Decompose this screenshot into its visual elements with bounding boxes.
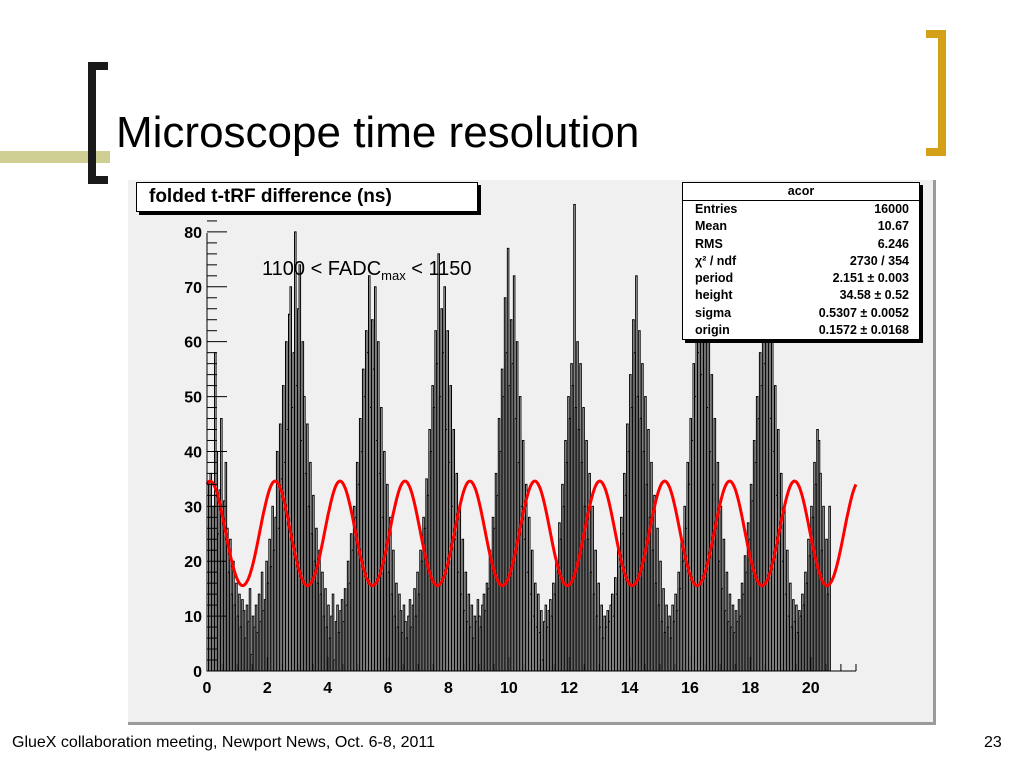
x-tick-label: 14: [621, 680, 639, 697]
stats-value: 10.67: [877, 219, 909, 234]
x-tick-label: 20: [802, 680, 820, 697]
fit-curve: [205, 479, 858, 588]
stats-row: RMS 6.246: [683, 236, 919, 253]
footer-text: GlueX collaboration meeting, Newport New…: [12, 734, 436, 751]
stats-row: Entries 16000: [683, 201, 919, 218]
stats-label: RMS: [695, 236, 723, 251]
chart-title: folded t-tRF difference (ns): [136, 182, 478, 212]
stats-header: acor: [683, 183, 919, 201]
chart-axes: 0 2 4 6 8 10 12 14 16 18 20 0 10 20 30 40 50 60 70 80: [184, 198, 857, 697]
page-number: 23: [984, 734, 1002, 751]
y-tick-label: 10: [184, 609, 202, 626]
annotation-suffix: < 1150: [405, 258, 472, 280]
histogram-bar: [331, 593, 335, 672]
stats-label: χ² / ndf: [695, 253, 737, 268]
annotation-subscript: max: [381, 268, 406, 283]
x-tick-label: 4: [323, 680, 332, 697]
stats-label: Entries: [695, 202, 738, 216]
stats-value: 34.58 ± 0.52: [839, 288, 909, 303]
stats-row: origin 0.1572 ± 0.0168: [683, 322, 919, 339]
x-tick-label: 0: [203, 680, 212, 697]
y-tick-label: 70: [184, 280, 202, 297]
stats-label: sigma: [695, 305, 732, 320]
stats-row: χ² / ndf 2730 / 354: [683, 253, 919, 270]
stats-label: origin: [695, 323, 730, 338]
left-bracket-decoration: [88, 62, 108, 184]
right-bracket-decoration: [926, 30, 946, 156]
stats-value: 0.5307 ± 0.0052: [818, 305, 909, 320]
y-tick-label: 30: [184, 499, 202, 516]
stats-box: acor Entries 16000 Mean 10.67 RMS 6.246 χ² / n…: [682, 182, 920, 340]
histogram-bar: [828, 505, 831, 672]
stats-value: 0.1572 ± 0.0168: [818, 323, 909, 338]
y-tick-label: 50: [184, 390, 202, 407]
stats-label: period: [695, 271, 734, 286]
annotation-prefix: 1100 < FADC: [262, 258, 382, 280]
y-tick-label: 80: [184, 225, 202, 242]
stats-value: 16000: [874, 202, 909, 216]
x-tick-label: 2: [263, 680, 272, 697]
stats-row: sigma 0.5307 ± 0.0052: [683, 305, 919, 322]
x-tick-label: 16: [681, 680, 699, 697]
y-tick-label: 20: [184, 554, 202, 571]
stats-row: Mean 10.67: [683, 218, 919, 235]
y-tick-label: 40: [184, 444, 202, 461]
slide-title: Microscope time resolution: [116, 108, 640, 157]
stats-label: height: [695, 288, 733, 303]
stats-value: 6.246: [877, 236, 909, 251]
stats-label: Mean: [695, 219, 727, 234]
title-accent-bar: [0, 151, 110, 163]
stats-value: 2730 / 354: [849, 253, 909, 268]
stats-rows: Entries 16000 Mean 10.67 RMS 6.246 χ² / ndf 273…: [683, 201, 919, 339]
x-tick-label: 18: [741, 680, 759, 697]
stats-value: 2.151 ± 0.003: [832, 271, 909, 286]
y-tick-label: 0: [193, 664, 202, 681]
x-tick-label: 8: [444, 680, 453, 697]
x-tick-label: 6: [384, 680, 393, 697]
x-tick-label: 12: [560, 680, 578, 697]
stats-row: height 34.58 ± 0.52: [683, 287, 919, 304]
y-tick-label: 60: [184, 335, 202, 352]
x-tick-label: 10: [500, 680, 518, 697]
chart-annotation: 1100 < FADCmax < 1150: [262, 258, 472, 283]
stats-row: period 2.151 ± 0.003: [683, 270, 919, 287]
